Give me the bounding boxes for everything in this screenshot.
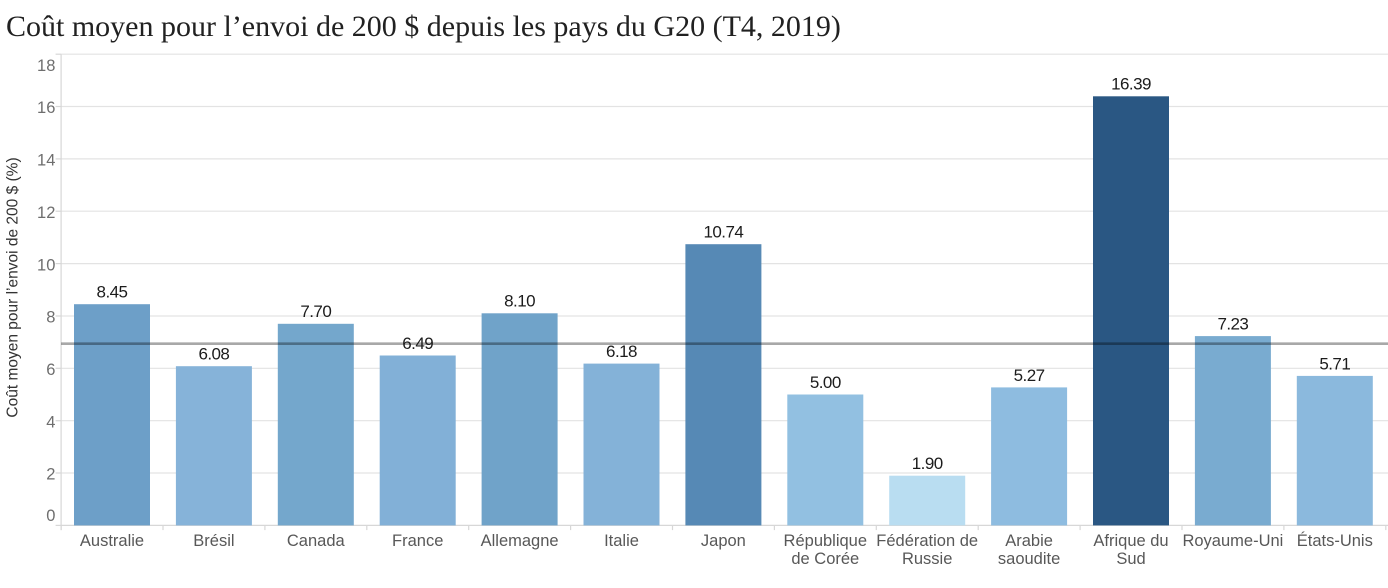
svg-text:Russie: Russie	[902, 550, 952, 568]
svg-text:10: 10	[37, 256, 55, 274]
svg-text:1.90: 1.90	[912, 454, 943, 473]
svg-text:14: 14	[37, 152, 55, 170]
svg-text:Coût moyen pour l’envoi de 200: Coût moyen pour l’envoi de 200 $ depuis …	[6, 10, 841, 43]
svg-text:Arabie: Arabie	[1005, 532, 1053, 550]
svg-text:5.27: 5.27	[1014, 366, 1045, 385]
svg-text:8: 8	[46, 309, 55, 327]
svg-text:France: France	[392, 532, 443, 550]
svg-text:7.23: 7.23	[1217, 315, 1248, 334]
svg-text:Japon: Japon	[701, 532, 746, 550]
svg-text:8.45: 8.45	[97, 283, 128, 302]
svg-text:2: 2	[46, 466, 55, 484]
svg-text:saoudite: saoudite	[998, 550, 1060, 568]
svg-text:18: 18	[37, 57, 55, 75]
svg-text:de Corée: de Corée	[791, 550, 859, 568]
svg-text:Royaume-Uni: Royaume-Uni	[1182, 532, 1283, 550]
svg-text:Australie: Australie	[80, 532, 144, 550]
svg-text:10.74: 10.74	[704, 223, 744, 242]
svg-text:16.39: 16.39	[1111, 75, 1151, 94]
svg-text:8.10: 8.10	[504, 292, 535, 311]
svg-text:Fédération de: Fédération de	[876, 532, 978, 550]
svg-text:6.18: 6.18	[606, 342, 637, 361]
svg-text:0: 0	[46, 507, 55, 525]
svg-text:Sud: Sud	[1116, 550, 1145, 568]
svg-text:États-Unis: États-Unis	[1297, 531, 1373, 550]
svg-text:République: République	[784, 532, 867, 550]
svg-text:7.70: 7.70	[300, 302, 331, 321]
svg-text:6: 6	[46, 361, 55, 379]
svg-text:5.71: 5.71	[1319, 354, 1350, 373]
svg-text:Afrique du: Afrique du	[1093, 532, 1168, 550]
svg-text:16: 16	[37, 99, 55, 117]
svg-text:4: 4	[46, 413, 55, 431]
svg-text:Brésil: Brésil	[193, 532, 234, 550]
svg-text:6.08: 6.08	[198, 345, 229, 364]
svg-text:Allemagne: Allemagne	[481, 532, 559, 550]
svg-text:6.49: 6.49	[402, 334, 433, 353]
svg-text:Canada: Canada	[287, 532, 346, 550]
svg-text:Italie: Italie	[604, 532, 639, 550]
svg-text:12: 12	[37, 204, 55, 222]
svg-text:5.00: 5.00	[810, 373, 841, 392]
svg-text:Coût moyen pour l’envoi de 200: Coût moyen pour l’envoi de 200 $ (%)	[5, 157, 22, 417]
